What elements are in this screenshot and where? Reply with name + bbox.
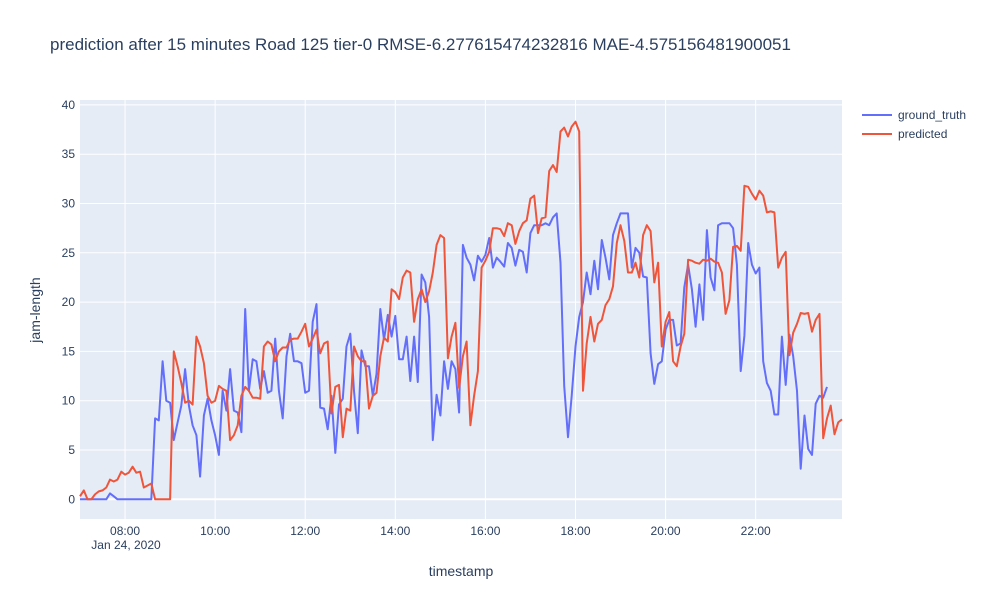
y-tick-label: 10	[62, 394, 76, 408]
x-tick-label: 22:00	[741, 524, 771, 538]
x-tick-label: 20:00	[651, 524, 681, 538]
x-axis-ticks: 08:00 10:00 12:00 14:00 16:00 18:00 20:00 22:00	[110, 524, 771, 538]
x-tick-label: 16:00	[470, 524, 500, 538]
y-axis-ticks: 0 5 10 15 20 25 30 35 40	[62, 98, 76, 506]
legend[interactable]: ground_truth predicted	[862, 108, 966, 141]
y-tick-label: 5	[68, 443, 75, 457]
series-group	[79, 120, 843, 501]
y-tick-label: 15	[62, 344, 76, 358]
x-axis-title: timestamp	[429, 563, 494, 579]
series-line-ground-truth[interactable]	[80, 212, 828, 501]
y-tick-label: 30	[62, 197, 76, 211]
x-tick-label: 12:00	[290, 524, 320, 538]
x-tick-label: 08:00	[110, 524, 140, 538]
y-tick-label: 40	[62, 98, 76, 112]
series-line-predicted[interactable]	[79, 120, 843, 501]
x-tick-label: 18:00	[560, 524, 590, 538]
x-tick-label: 14:00	[380, 524, 410, 538]
y-tick-label: 0	[68, 492, 75, 506]
y-axis-title: jam-length	[27, 277, 43, 343]
y-tick-label: 25	[62, 246, 76, 260]
y-tick-label: 35	[62, 147, 76, 161]
x-tick-label: 10:00	[200, 524, 230, 538]
chart-title: prediction after 15 minutes Road 125 tie…	[50, 35, 791, 54]
legend-label[interactable]: ground_truth	[898, 108, 966, 122]
x-axis-date-label: Jan 24, 2020	[91, 538, 161, 552]
legend-label[interactable]: predicted	[898, 127, 947, 141]
y-tick-label: 20	[62, 295, 76, 309]
